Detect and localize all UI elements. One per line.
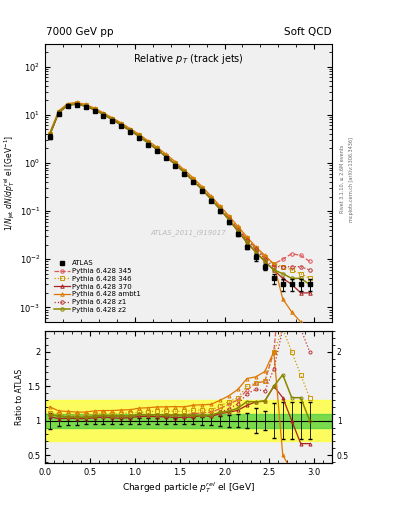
Legend: ATLAS, Pythia 6.428 345, Pythia 6.428 346, Pythia 6.428 370, Pythia 6.428 ambt1,: ATLAS, Pythia 6.428 345, Pythia 6.428 34…	[51, 258, 144, 315]
Y-axis label: $1/N_\mathrm{jet}$ $dN/dp^\mathrm{rel}_T$ el [GeV$^{-1}$]: $1/N_\mathrm{jet}$ $dN/dp^\mathrm{rel}_T…	[2, 135, 17, 231]
Text: Rivet 3.1.10, ≥ 2.6M events: Rivet 3.1.10, ≥ 2.6M events	[340, 145, 344, 214]
Text: 7000 GeV pp: 7000 GeV pp	[46, 27, 114, 37]
Bar	[45, 414, 332, 428]
Text: Soft QCD: Soft QCD	[285, 27, 332, 37]
Text: Relative $p_T$ (track jets): Relative $p_T$ (track jets)	[133, 52, 244, 66]
Text: mcplots.cern.ch [arXiv:1306.3436]: mcplots.cern.ch [arXiv:1306.3436]	[349, 137, 354, 222]
Y-axis label: Ratio to ATLAS: Ratio to ATLAS	[15, 369, 24, 425]
Bar	[45, 400, 332, 441]
X-axis label: Charged particle $p_T^{rel}$ el [GeV]: Charged particle $p_T^{rel}$ el [GeV]	[122, 480, 255, 495]
Text: ATLAS_2011_I919017: ATLAS_2011_I919017	[151, 229, 226, 236]
